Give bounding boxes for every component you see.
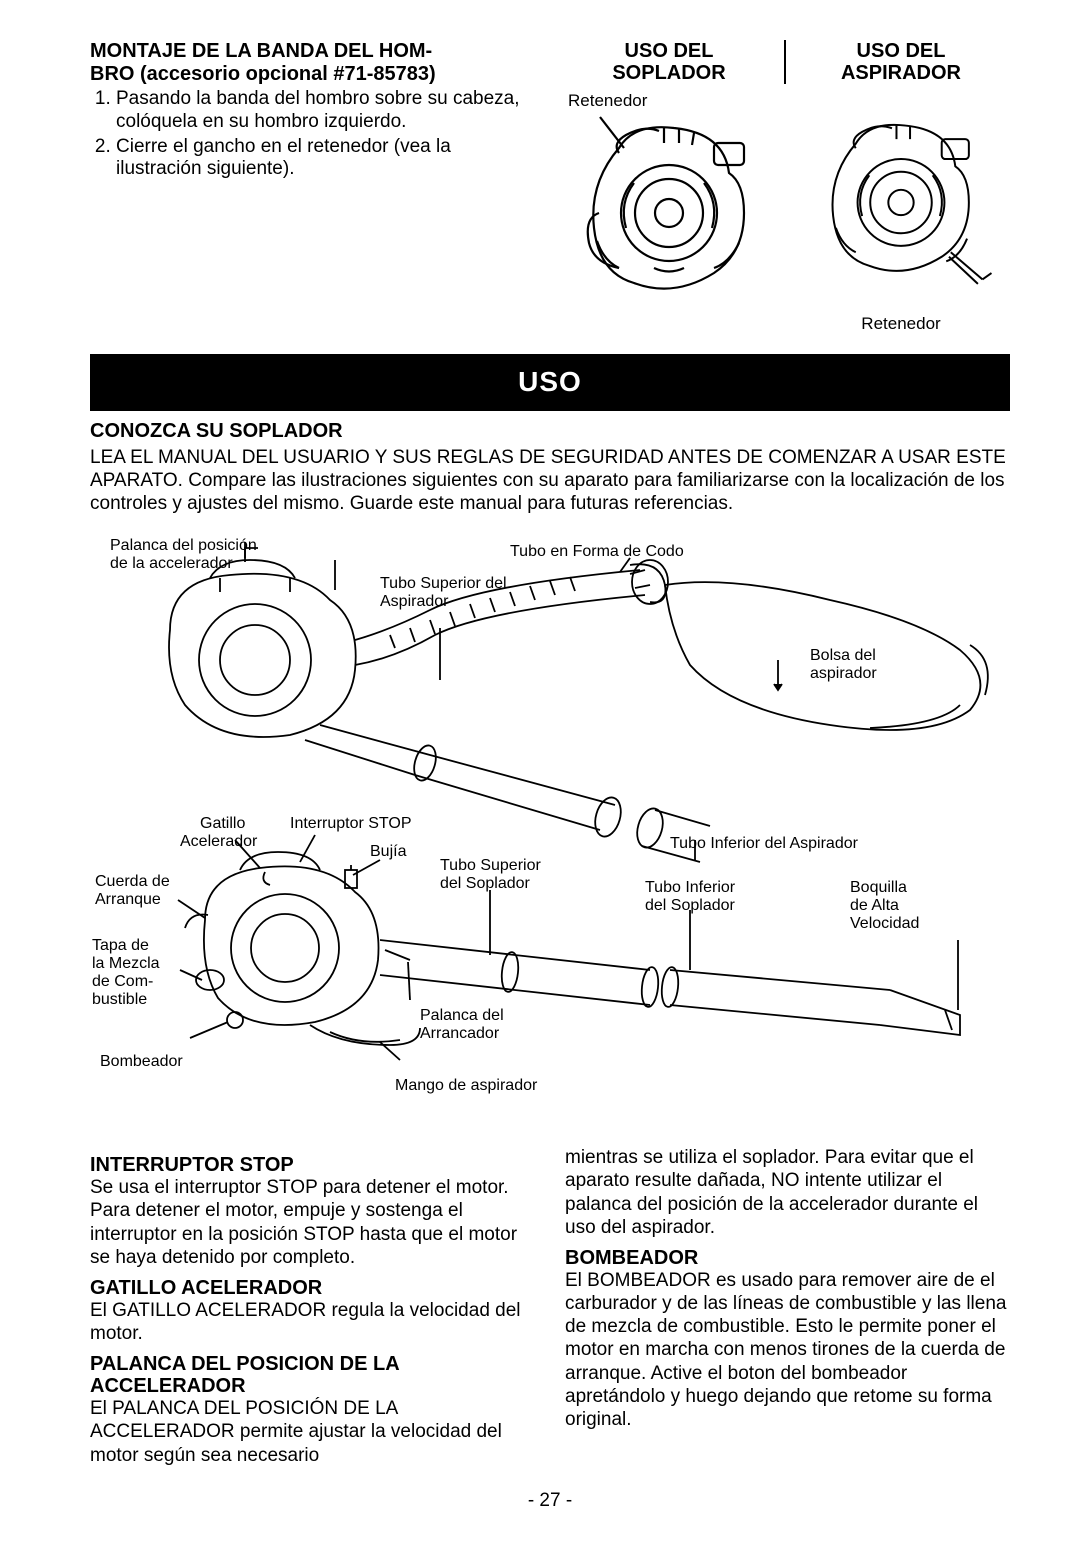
lbl-tapa4: bustible bbox=[92, 991, 147, 1008]
uso-section-bar: USO bbox=[90, 354, 1010, 411]
conozca-head: CONOZCA SU SOPLADOR bbox=[90, 419, 1010, 444]
vac-title-2: ASPIRADOR bbox=[841, 62, 961, 84]
retainer-label-bottom: Retenedor bbox=[792, 313, 1010, 334]
left-column: INTERRUPTOR STOP Se usa el interruptor S… bbox=[90, 1146, 535, 1467]
blower-title-1: USO DEL bbox=[625, 40, 714, 62]
vacuum-usage: USO DEL ASPIRADOR bbox=[792, 40, 1010, 334]
lbl-palanca-pos2: de la accelerador bbox=[110, 555, 233, 572]
palanca-body: El PALANCA DEL POSICIÓN DE LA ACCELERADO… bbox=[90, 1397, 535, 1467]
gatillo-head: GATILLO ACELERADOR bbox=[90, 1277, 535, 1299]
usage-figures: USO DEL SOPLADOR Retenedor bbox=[560, 40, 1010, 334]
blower-title-2: SOPLADOR bbox=[612, 62, 725, 84]
vac-title-1: USO DEL bbox=[857, 40, 946, 62]
lbl-palanca-arr2: Arrancador bbox=[420, 1025, 500, 1042]
lbl-interruptor: Interruptor STOP bbox=[290, 815, 412, 832]
vacuum-usage-head: USO DEL ASPIRADOR bbox=[792, 40, 1010, 84]
gatillo-body: El GATILLO ACELERADOR regula la velocida… bbox=[90, 1299, 535, 1345]
mount-title-line1: MONTAJE DE LA BANDA DEL HOM- bbox=[90, 40, 432, 62]
mount-steps: Pasando la banda del hombro sobre su cab… bbox=[90, 88, 540, 181]
mount-title: MONTAJE DE LA BANDA DEL HOM- BRO (acceso… bbox=[90, 40, 540, 86]
lbl-tubo-sup-asp1: Tubo Superior del bbox=[380, 575, 507, 592]
lbl-boquilla1: Boquilla bbox=[850, 879, 907, 896]
palanca-head-2: ACCELERADOR bbox=[90, 1375, 246, 1397]
lbl-bolsa2: aspirador bbox=[810, 665, 877, 682]
retainer-label-top: Retenedor bbox=[568, 90, 778, 111]
bombeador-head: BOMBEADOR bbox=[565, 1247, 1010, 1269]
lbl-boquilla2: de Alta bbox=[850, 897, 899, 914]
lbl-tubo-inf-asp: Tubo Inferior del Aspirador bbox=[670, 835, 859, 852]
lbl-tubo-codo: Tubo en Forma de Codo bbox=[510, 543, 684, 560]
blower-engine-svg bbox=[564, 113, 774, 303]
lbl-tapa1: Tapa de bbox=[92, 937, 149, 954]
mount-instructions: MONTAJE DE LA BANDA DEL HOM- BRO (acceso… bbox=[90, 40, 550, 334]
engine-figure-vacuum bbox=[796, 112, 1006, 309]
lbl-tubo-sup-asp2: Aspirador bbox=[380, 593, 449, 610]
lbl-tapa2: la Mezcla bbox=[92, 955, 160, 972]
lbl-cuerda1: Cuerda de bbox=[95, 873, 170, 890]
lbl-tubo-sup-sop1: Tubo Superior bbox=[440, 857, 541, 874]
mount-step-1: Pasando la banda del hombro sobre su cab… bbox=[116, 88, 540, 134]
stop-head: INTERRUPTOR STOP bbox=[90, 1154, 535, 1176]
lbl-palanca-arr1: Palanca del bbox=[420, 1007, 504, 1024]
lbl-boquilla3: Velocidad bbox=[850, 915, 919, 932]
lbl-cuerda2: Arranque bbox=[95, 891, 161, 908]
lbl-bujia: Bujía bbox=[370, 843, 407, 860]
top-section: MONTAJE DE LA BANDA DEL HOM- BRO (acceso… bbox=[90, 40, 1010, 334]
blower-usage-head: USO DEL SOPLADOR bbox=[560, 40, 778, 84]
vacuum-engine-svg bbox=[796, 112, 1006, 302]
uso-bar-text: USO bbox=[518, 364, 582, 399]
parts-diagram: Palanca del posición de la accelerador T… bbox=[90, 530, 1010, 1137]
body-columns: INTERRUPTOR STOP Se usa el interruptor S… bbox=[90, 1146, 1010, 1467]
lbl-tubo-inf-sop2: del Soplador bbox=[645, 897, 736, 914]
lbl-tubo-sup-sop2: del Soplador bbox=[440, 875, 531, 892]
bombeador-body: El BOMBEADOR es usado para remover aire … bbox=[565, 1269, 1010, 1431]
engine-figure-blower bbox=[564, 113, 774, 310]
stop-body: Se usa el interruptor STOP para detener … bbox=[90, 1176, 535, 1269]
lbl-tubo-inf-sop1: Tubo Inferior bbox=[645, 879, 736, 896]
palanca-head: PALANCA DEL POSICION DE LA ACCELERADOR bbox=[90, 1353, 535, 1397]
lbl-mango: Mango de aspirador bbox=[395, 1077, 538, 1094]
mount-title-line2: BRO (accesorio opcional #71-85783) bbox=[90, 63, 436, 85]
lbl-palanca-pos1: Palanca del posición bbox=[110, 537, 257, 554]
lbl-bombeador: Bombeador bbox=[100, 1053, 183, 1070]
page-number: - 27 - bbox=[90, 1489, 1010, 1513]
conozca-body: LEA EL MANUAL DEL USUARIO Y SUS REGLAS D… bbox=[90, 446, 1010, 516]
right-continuation: mientras se utiliza el soplador. Para ev… bbox=[565, 1146, 1010, 1239]
lbl-bolsa1: Bolsa del bbox=[810, 647, 876, 664]
right-column: mientras se utiliza el soplador. Para ev… bbox=[565, 1146, 1010, 1467]
lbl-gatillo: Gatillo bbox=[200, 815, 245, 832]
lbl-acelerador: Acelerador bbox=[180, 833, 258, 850]
blower-usage: USO DEL SOPLADOR Retenedor bbox=[560, 40, 778, 334]
usage-divider bbox=[784, 40, 786, 84]
mount-step-2: Cierre el gancho en el retenedor (vea la… bbox=[116, 136, 540, 182]
palanca-head-1: PALANCA DEL POSICION DE LA bbox=[90, 1353, 400, 1375]
parts-diagram-svg: Palanca del posición de la accelerador T… bbox=[90, 530, 1010, 1130]
lbl-tapa3: de Com- bbox=[92, 973, 153, 990]
